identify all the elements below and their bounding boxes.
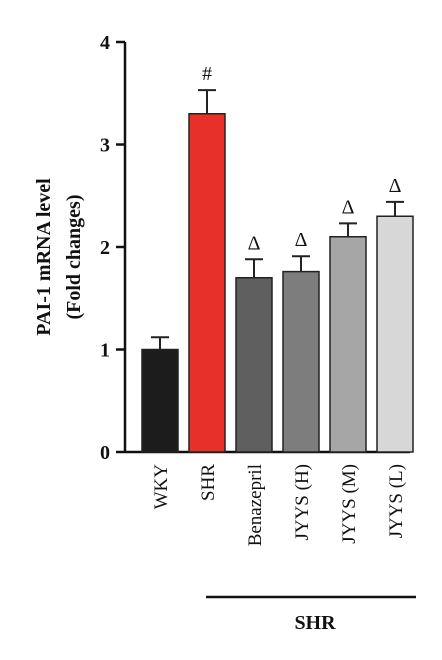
y-tick-label: 0 xyxy=(100,442,110,464)
bars: # Δ Δ Δ Δ xyxy=(141,63,414,453)
significance-mark: Δ xyxy=(342,196,355,218)
y-axis-label-line2: (Fold changes) xyxy=(63,195,85,320)
y-axis-label-line1: PAI-1 mRNA level xyxy=(33,178,55,336)
y-axis-label: PAI-1 mRNA level (Fold changes) xyxy=(33,178,85,336)
x-tick-labels: WKY SHR Benazepril JYYS (H) JYYS (M) JYYS (L) xyxy=(151,464,407,547)
bar xyxy=(188,113,226,453)
x-tick-label: Benazepril xyxy=(245,464,266,546)
group-bracket: SHR xyxy=(206,595,416,634)
bar xyxy=(235,277,273,453)
x-tick-label: JYYS (L) xyxy=(386,464,407,538)
significance-mark: Δ xyxy=(389,175,402,197)
y-tick-label: 3 xyxy=(100,135,110,157)
bar xyxy=(282,270,320,453)
group-bracket-label: SHR xyxy=(294,612,336,634)
y-tick-label: 2 xyxy=(100,237,110,259)
significance-mark: Δ xyxy=(295,229,308,251)
significance-mark: Δ xyxy=(248,232,261,254)
y-tick-label: 4 xyxy=(100,32,110,54)
x-tick-label: WKY xyxy=(151,464,172,510)
bar xyxy=(141,348,179,453)
y-tick-label: 1 xyxy=(100,340,110,362)
x-tick-label: JYYS (H) xyxy=(292,464,313,541)
significance-mark: # xyxy=(202,63,212,85)
bar xyxy=(329,236,367,453)
bar xyxy=(376,215,414,453)
x-tick-label: SHR xyxy=(198,464,219,501)
x-tick-label: JYYS (M) xyxy=(339,464,360,544)
